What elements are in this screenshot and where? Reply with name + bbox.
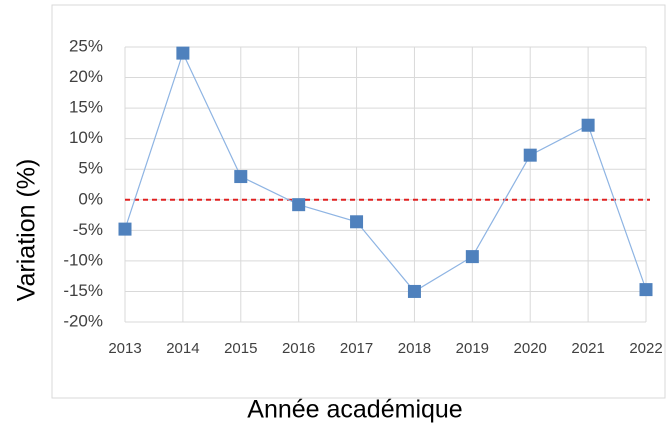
y-tick-label: -15%: [63, 281, 103, 300]
y-tick-label: 5%: [78, 159, 103, 178]
data-point: [407, 284, 421, 298]
x-tick-label: 2017: [340, 340, 373, 357]
data-point: [292, 198, 306, 212]
data-point: [581, 118, 595, 132]
y-axis-title: Variation (%): [13, 159, 41, 302]
y-tick-label: -20%: [63, 311, 103, 330]
y-tick-label: 10%: [69, 128, 103, 147]
chart-frame: [51, 4, 666, 399]
x-tick-label: 2014: [166, 340, 199, 357]
x-tick-label: 2015: [224, 340, 257, 357]
x-axis-title: Année académique: [247, 396, 462, 424]
x-tick-label: 2022: [629, 340, 662, 357]
series-line: [124, 51, 647, 293]
y-tick-label: 25%: [69, 36, 103, 55]
y-tick-label: 20%: [69, 67, 103, 86]
y-tick-label: 0%: [78, 189, 103, 208]
x-tick-label: 2021: [571, 340, 604, 357]
x-tick-label: 2013: [108, 340, 141, 357]
data-point: [350, 215, 364, 229]
x-tick-label: 2020: [514, 340, 547, 357]
y-tick-label: -10%: [63, 250, 103, 269]
data-point: [639, 283, 653, 297]
y-tick-label: -5%: [73, 220, 103, 239]
data-point: [176, 46, 190, 60]
data-point: [234, 170, 248, 184]
x-tick-label: 2018: [398, 340, 431, 357]
data-point: [465, 250, 479, 264]
x-tick-label: 2016: [282, 340, 315, 357]
x-tick-label: 2019: [456, 340, 489, 357]
y-tick-label: 15%: [69, 98, 103, 117]
data-point: [523, 148, 537, 162]
data-point: [118, 222, 132, 236]
